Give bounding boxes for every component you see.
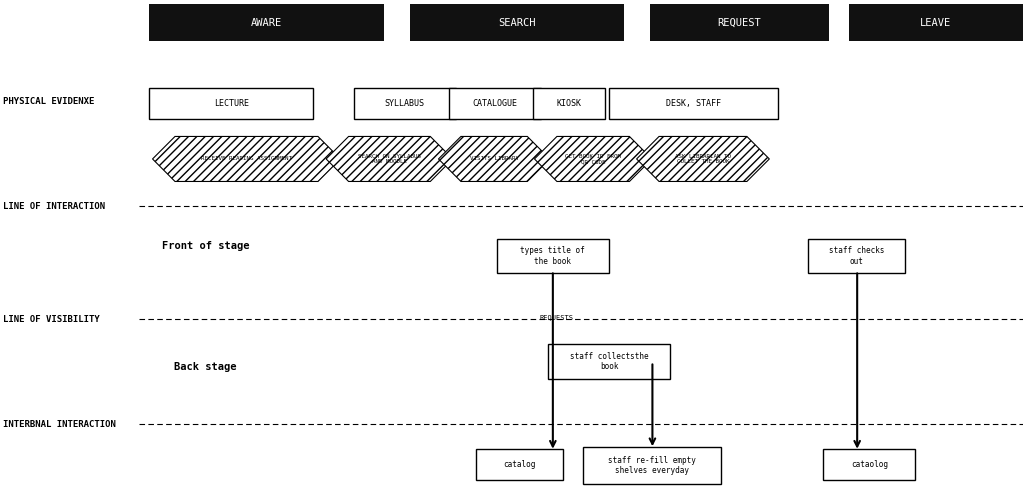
Polygon shape — [535, 136, 652, 182]
FancyBboxPatch shape — [353, 88, 456, 119]
Polygon shape — [153, 136, 340, 182]
Text: staff re-fill empty
shelves everyday: staff re-fill empty shelves everyday — [608, 456, 696, 475]
Text: CATALOGUE: CATALOGUE — [472, 99, 517, 108]
Text: AWARE: AWARE — [251, 18, 283, 28]
FancyBboxPatch shape — [534, 88, 605, 119]
Text: SYLLABUS: SYLLABUS — [385, 99, 425, 108]
FancyBboxPatch shape — [849, 4, 1023, 41]
Text: KIOSK: KIOSK — [557, 99, 582, 108]
FancyBboxPatch shape — [584, 447, 721, 484]
FancyBboxPatch shape — [410, 4, 625, 41]
FancyBboxPatch shape — [609, 88, 777, 119]
Text: ASK LIBRARIAN TO
COLLET THE BOOK: ASK LIBRARIAN TO COLLET THE BOOK — [675, 153, 731, 164]
Text: types title of
the book: types title of the book — [520, 246, 586, 266]
Polygon shape — [326, 136, 453, 182]
FancyBboxPatch shape — [808, 239, 905, 273]
Text: cataolog: cataolog — [851, 460, 888, 469]
Text: INTERBNAL INTERACTION: INTERBNAL INTERACTION — [3, 420, 117, 429]
FancyBboxPatch shape — [497, 239, 609, 273]
FancyBboxPatch shape — [150, 4, 384, 41]
Text: Back stage: Back stage — [174, 362, 237, 372]
FancyBboxPatch shape — [449, 88, 541, 119]
Text: SEARCH ON SYLLABUS
AND MOODLE: SEARCH ON SYLLABUS AND MOODLE — [358, 153, 421, 164]
Text: RECEIVE READING ASSIGNMENT: RECEIVE READING ASSIGNMENT — [201, 156, 292, 161]
FancyBboxPatch shape — [150, 88, 313, 119]
Text: LINE OF VISIBILITY: LINE OF VISIBILITY — [3, 314, 100, 323]
FancyBboxPatch shape — [823, 449, 915, 480]
Text: REQUESTS: REQUESTS — [540, 314, 573, 320]
Text: PHYSICAL EVIDENXE: PHYSICAL EVIDENXE — [3, 97, 95, 106]
Text: LECTURE: LECTURE — [214, 99, 249, 108]
Text: SEARCH: SEARCH — [499, 18, 536, 28]
Text: LEAVE: LEAVE — [921, 18, 951, 28]
Polygon shape — [637, 136, 769, 182]
Polygon shape — [438, 136, 550, 182]
Text: REQUEST: REQUEST — [718, 18, 761, 28]
FancyBboxPatch shape — [548, 344, 671, 379]
FancyBboxPatch shape — [650, 4, 828, 41]
Text: VISITS LIBRARY: VISITS LIBRARY — [470, 156, 518, 161]
Text: catalog: catalog — [504, 460, 536, 469]
Text: staff collectsthe
book: staff collectsthe book — [569, 352, 648, 371]
Text: Front of stage: Front of stage — [162, 241, 250, 252]
Text: staff checks
out: staff checks out — [828, 246, 885, 266]
FancyBboxPatch shape — [476, 449, 563, 480]
Text: DESK, STAFF: DESK, STAFF — [666, 99, 721, 108]
Text: GET BOOK ID FROM
QR CODE: GET BOOK ID FROM QR CODE — [565, 153, 622, 164]
Text: LINE OF INTERACTION: LINE OF INTERACTION — [3, 202, 105, 211]
